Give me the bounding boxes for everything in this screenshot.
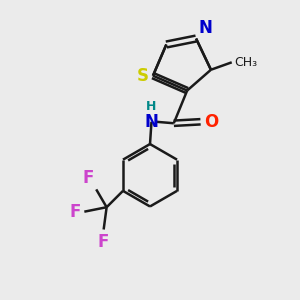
Text: F: F <box>70 203 81 221</box>
Text: S: S <box>136 67 148 85</box>
Text: O: O <box>204 113 218 131</box>
Text: N: N <box>145 113 158 131</box>
Text: N: N <box>198 19 212 37</box>
Text: F: F <box>98 233 109 251</box>
Text: H: H <box>146 100 157 113</box>
Text: F: F <box>82 169 94 187</box>
Text: CH₃: CH₃ <box>234 56 257 69</box>
